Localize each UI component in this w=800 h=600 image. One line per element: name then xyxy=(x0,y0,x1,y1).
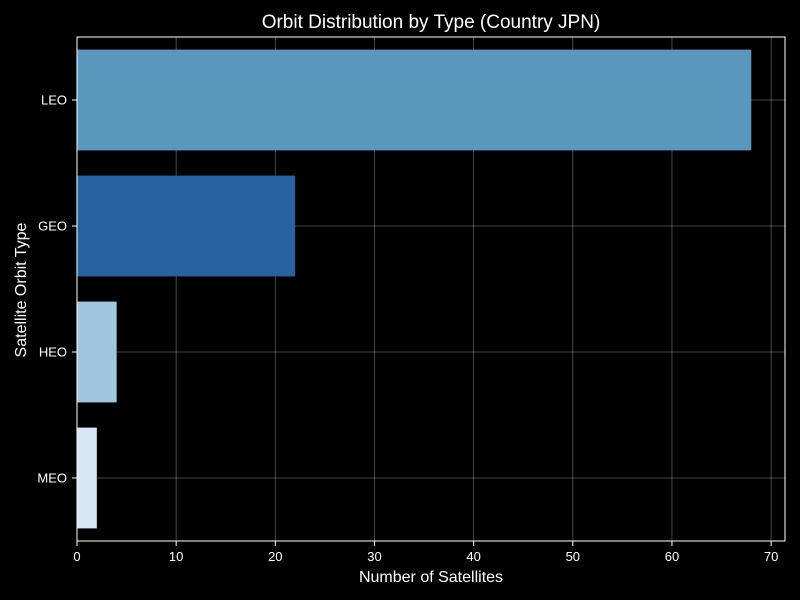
y-tick-label-geo: GEO xyxy=(38,219,67,234)
bar-heo xyxy=(77,301,117,403)
y-tick-label-heo: HEO xyxy=(39,345,67,360)
y-axis-label: Satellite Orbit Type xyxy=(13,222,30,357)
x-tick-label: 40 xyxy=(466,549,480,564)
x-axis-label: Number of Satellites xyxy=(359,569,503,586)
bar-leo xyxy=(77,49,752,151)
chart-title: Orbit Distribution by Type (Country JPN) xyxy=(262,12,601,33)
x-tick-label: 50 xyxy=(566,549,580,564)
plot-frame xyxy=(76,36,786,542)
y-tick-label-leo: LEO xyxy=(41,93,67,108)
x-tick-label: 0 xyxy=(73,549,80,564)
bar-meo xyxy=(77,427,97,529)
x-tick-label: 10 xyxy=(169,549,183,564)
x-tick-label: 70 xyxy=(764,549,778,564)
x-tick-label: 20 xyxy=(268,549,282,564)
x-tick-label: 60 xyxy=(665,549,679,564)
x-tick-label: 30 xyxy=(367,549,381,564)
bars xyxy=(77,49,752,529)
y-tick-label-meo: MEO xyxy=(37,471,67,486)
bar-geo xyxy=(77,175,296,277)
ticks: 0 10 20 30 40 50 60 70 LEO GEO HEO MEO xyxy=(37,93,778,565)
